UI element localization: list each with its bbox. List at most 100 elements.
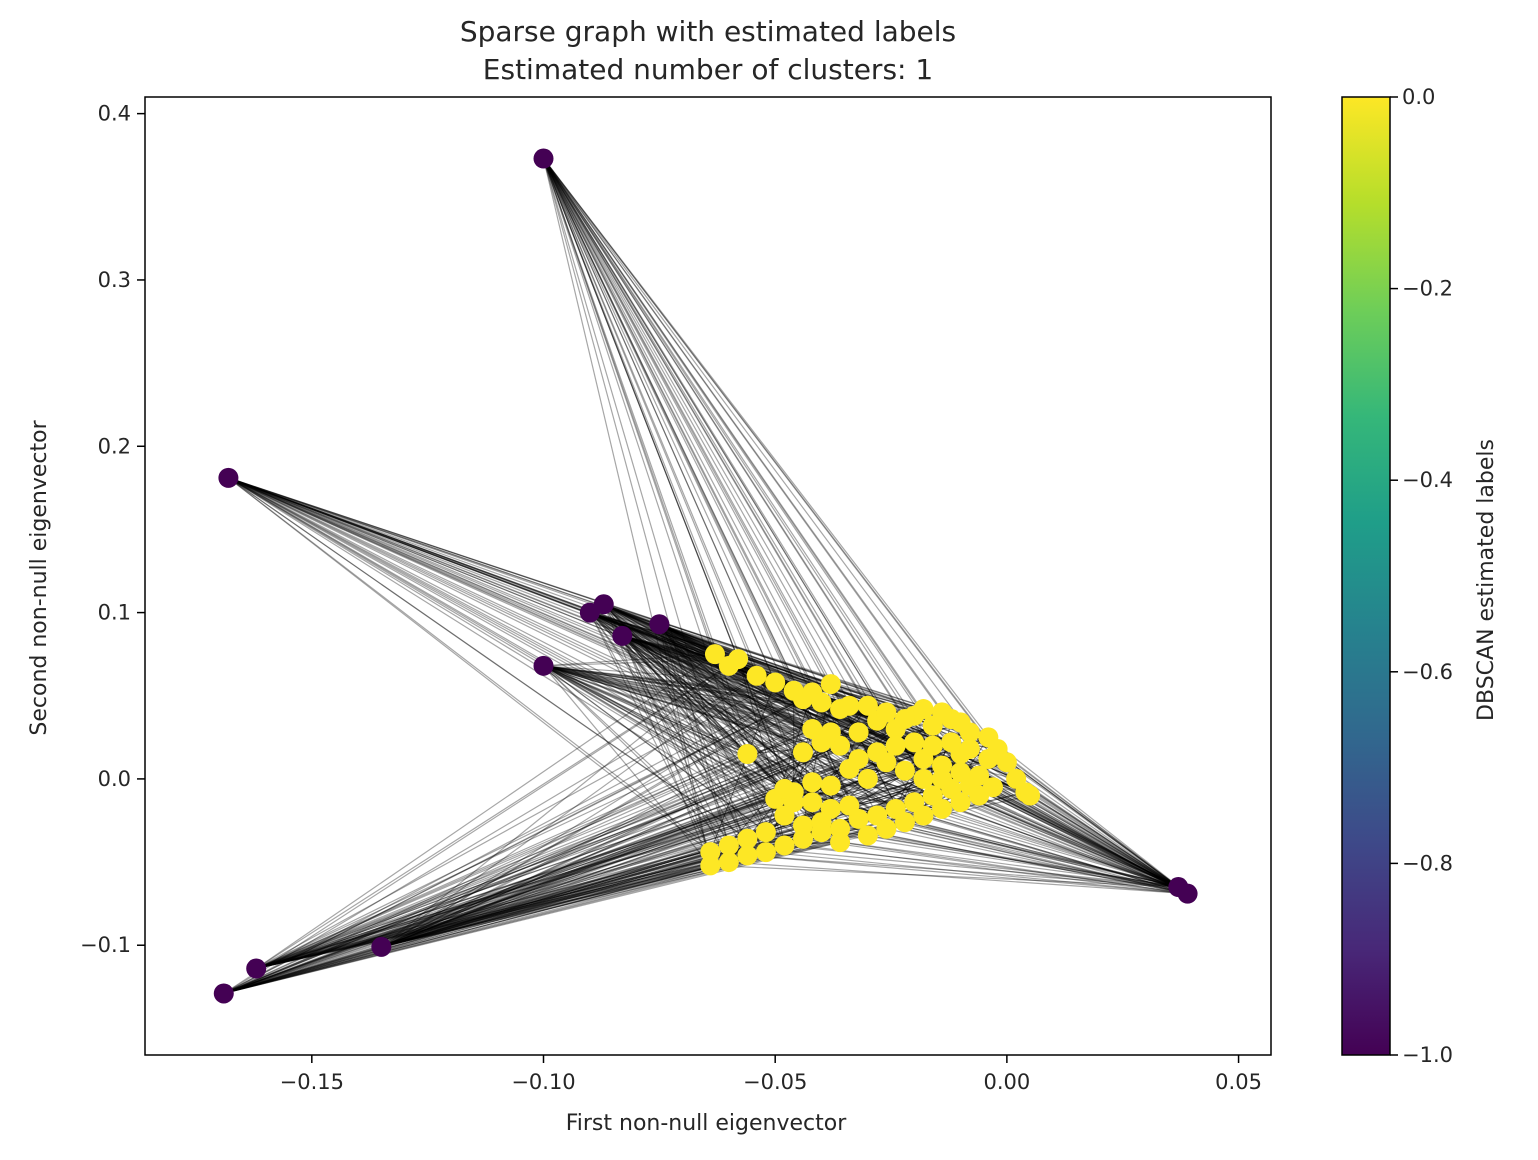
graph-edge [228, 477, 887, 830]
graph-edge [589, 612, 961, 723]
graph-edge [543, 665, 822, 703]
graph-edge [381, 741, 952, 948]
graph-edge [228, 477, 785, 817]
graph-edge [543, 158, 943, 713]
graph-edge [659, 623, 716, 655]
cluster-point [1020, 785, 1041, 806]
graph-edge [603, 603, 767, 833]
graph-edge [932, 794, 1188, 895]
graph-edge [747, 838, 1188, 895]
graph-edge [589, 612, 730, 863]
graph-edge [542, 158, 841, 710]
graph-edge [223, 711, 887, 995]
graph-edge [543, 158, 971, 750]
graph-edge [543, 158, 934, 746]
cluster-point [857, 825, 878, 846]
colorbar-tick-label: −0.8 [1402, 851, 1453, 875]
graph-edge [255, 753, 748, 970]
graph-edge [223, 721, 961, 995]
graph-edge [223, 781, 813, 995]
graph-edge [659, 623, 739, 660]
graph-edge [603, 603, 832, 733]
noise-point [1177, 883, 1198, 904]
graph-edge [542, 158, 869, 707]
graph-edge [923, 814, 1188, 895]
graph-edge [381, 814, 785, 948]
graph-edge [858, 758, 1188, 895]
cluster-point [774, 835, 795, 856]
graph-edge [621, 635, 711, 853]
y-tick-label: 0.2 [98, 434, 131, 458]
graph-edge [381, 690, 795, 948]
cluster-point [820, 798, 841, 819]
cluster-point [885, 735, 906, 756]
graph-edge [256, 831, 767, 970]
cluster-point [811, 692, 832, 713]
cluster-point [774, 805, 795, 826]
graph-edge [542, 158, 767, 833]
graph-edge [381, 705, 850, 948]
graph-edge [543, 658, 739, 667]
graph-edge [622, 635, 961, 723]
graph-edge [381, 691, 813, 948]
graph-edge [223, 838, 748, 995]
graph-edge [658, 624, 730, 846]
graph-edge [542, 158, 786, 846]
y-tick-label: 0.4 [98, 102, 131, 126]
graph-edge [255, 701, 822, 970]
graph-edge [543, 665, 915, 803]
graph-edge [256, 864, 711, 970]
graph-edge [223, 768, 850, 995]
cluster-point [774, 778, 795, 799]
cluster-point [932, 798, 953, 819]
graph-edge [542, 158, 952, 790]
graph-edge [621, 635, 841, 843]
graph-edge [802, 838, 1188, 895]
graph-edge [603, 603, 785, 846]
graph-edge [589, 612, 748, 840]
graph-edge [228, 477, 822, 823]
cluster-point [867, 742, 888, 763]
graph-edge [997, 748, 1179, 888]
noise-point [218, 467, 239, 488]
graph-edge [255, 711, 943, 970]
cluster-point [792, 828, 813, 849]
y-tick-label: 0.1 [98, 601, 131, 625]
cluster-point [857, 768, 878, 789]
graph-edge [228, 477, 832, 810]
graph-edge [621, 635, 850, 770]
graph-edge [821, 831, 1179, 888]
cluster-point [792, 742, 813, 763]
graph-edge [228, 477, 776, 800]
cluster-point [922, 735, 943, 756]
graph-edge [658, 623, 795, 793]
graph-edge [543, 158, 1017, 780]
graph-edge [223, 798, 776, 995]
graph-edge [622, 635, 794, 692]
cluster-point [820, 775, 841, 796]
graph-edge [543, 158, 962, 773]
cluster-point [969, 765, 990, 786]
graph-edge [784, 844, 1179, 888]
graph-edge [255, 698, 804, 970]
cluster-point [982, 777, 1003, 798]
noise-point [533, 655, 554, 676]
graph-edge [960, 753, 1188, 895]
cluster-point [746, 665, 767, 686]
graph-edge [381, 720, 878, 948]
graph-edge [223, 828, 887, 995]
graph-edge [228, 477, 813, 783]
graph-edge [542, 158, 795, 793]
graph-edge [228, 477, 896, 810]
graph-edge [381, 741, 915, 948]
cluster-point [718, 835, 739, 856]
cluster-point [820, 674, 841, 695]
graph-edge [255, 731, 859, 970]
graph-edge [381, 745, 841, 948]
graph-edge [228, 477, 767, 853]
graph-edge [223, 728, 813, 995]
graph-edge [543, 665, 795, 803]
graph-edge [223, 814, 785, 995]
colorbar-tick-label: −0.2 [1402, 277, 1453, 301]
colorbar-tick-label: 0.0 [1402, 85, 1435, 109]
